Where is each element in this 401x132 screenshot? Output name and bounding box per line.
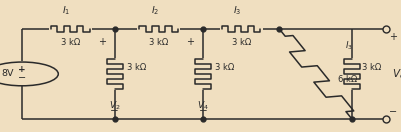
Text: 3 kΩ: 3 kΩ: [231, 38, 250, 47]
Text: $I_1$: $I_1$: [62, 5, 70, 17]
Text: $I_3$: $I_3$: [344, 40, 352, 52]
Text: $I_2$: $I_2$: [150, 5, 158, 17]
Text: 8V: 8V: [2, 69, 14, 78]
Text: 3 kΩ: 3 kΩ: [61, 38, 80, 47]
Text: $V_o$: $V_o$: [391, 67, 401, 81]
Text: −: −: [388, 107, 396, 117]
Text: +: +: [186, 37, 194, 47]
Text: 3 kΩ: 3 kΩ: [361, 63, 380, 72]
Text: 6 kΩ: 6 kΩ: [337, 75, 356, 84]
Text: 3 kΩ: 3 kΩ: [215, 63, 234, 72]
Text: −: −: [198, 106, 207, 116]
Text: +: +: [18, 65, 26, 74]
Text: $I_3$: $I_3$: [233, 5, 241, 17]
Text: −: −: [110, 106, 119, 116]
Text: 3 kΩ: 3 kΩ: [149, 38, 168, 47]
Text: +: +: [388, 32, 396, 42]
Text: $V_2$: $V_2$: [109, 99, 120, 112]
Text: −: −: [18, 73, 26, 83]
Text: $V_4$: $V_4$: [196, 99, 209, 112]
Text: +: +: [97, 37, 105, 47]
Text: 3 kΩ: 3 kΩ: [126, 63, 146, 72]
